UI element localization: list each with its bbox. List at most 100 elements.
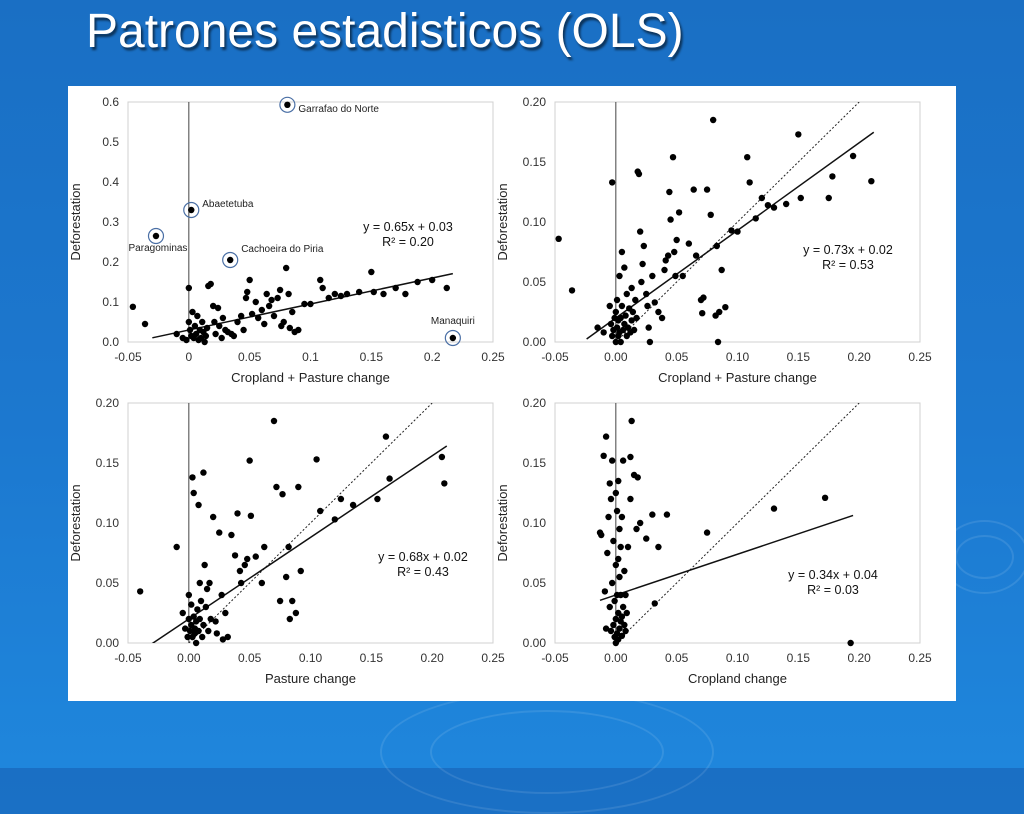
data-point — [201, 338, 208, 346]
data-point — [608, 332, 616, 340]
data-point — [618, 248, 626, 256]
data-point — [201, 561, 208, 569]
data-point — [270, 417, 278, 425]
data-point — [261, 543, 268, 551]
data-point — [640, 242, 648, 250]
data-point — [607, 320, 615, 328]
data-point — [608, 457, 616, 464]
data-point — [136, 588, 144, 595]
data-point — [633, 525, 640, 533]
data-point — [633, 314, 640, 322]
data-point — [129, 303, 137, 310]
data-point — [619, 603, 627, 611]
data-point — [651, 600, 658, 607]
data-point — [319, 284, 326, 292]
data-point — [216, 322, 223, 330]
data-point — [313, 456, 320, 463]
data-point — [611, 597, 618, 605]
y-tick-label: 0.15 — [523, 456, 547, 470]
data-point — [202, 603, 210, 611]
data-point — [214, 304, 222, 312]
data-point — [270, 312, 278, 320]
data-point — [276, 597, 284, 605]
data-point — [619, 457, 627, 464]
data-point — [635, 170, 643, 178]
data-point — [658, 314, 666, 322]
y-tick-label: 0.05 — [523, 275, 547, 289]
data-point — [643, 290, 650, 298]
data-point — [189, 474, 196, 481]
data-point — [627, 495, 634, 503]
data-point — [664, 252, 672, 259]
annotation-label: Abaetetuba — [202, 199, 254, 210]
data-point — [679, 272, 686, 280]
data-point — [392, 284, 399, 292]
data-point — [191, 322, 199, 330]
y-tick-label: 0.15 — [96, 456, 120, 470]
data-point — [227, 256, 234, 264]
data-point — [190, 489, 197, 497]
x-tick-label: 0.10 — [726, 651, 750, 665]
data-point — [184, 633, 191, 641]
data-point — [183, 336, 190, 344]
data-point — [651, 299, 658, 306]
annotation-ring — [279, 96, 296, 113]
data-point — [568, 287, 576, 294]
data-point — [295, 483, 302, 491]
figure-panel: -0.05 0 0.05 0.1 0.15 0.2 0.25 0.0 0.1 0.2 0.3 0.4 0… — [68, 86, 956, 701]
scatter-panel-4: -0.05 0.00 0.05 0.10 0.15 0.20 0.250.000.050.1… — [495, 396, 932, 686]
data-point — [617, 591, 624, 599]
y-tick-label: 0.1 — [102, 295, 119, 309]
data-point — [624, 324, 632, 331]
data-point — [628, 317, 635, 324]
data-point — [242, 294, 250, 302]
data-point — [200, 621, 207, 629]
data-point — [636, 519, 644, 527]
data-point — [282, 264, 290, 272]
data-point — [186, 326, 194, 334]
data-point — [764, 202, 772, 209]
data-point — [613, 630, 621, 637]
data-point — [849, 152, 857, 160]
x-axis-label: Cropland + Pasture change — [658, 370, 817, 385]
data-point — [821, 494, 829, 501]
data-point — [598, 531, 605, 539]
data-point — [240, 326, 247, 334]
data-point — [382, 433, 390, 440]
data-point — [276, 286, 284, 294]
x-tick-label: 0.2 — [424, 350, 441, 364]
data-point — [616, 573, 623, 581]
data-point — [185, 284, 193, 292]
data-point — [630, 326, 638, 334]
data-point — [649, 272, 656, 280]
data-point — [247, 512, 255, 519]
y-tick-label: 0.10 — [96, 516, 120, 530]
x-tick-label: 0.1 — [302, 350, 319, 364]
data-point — [628, 417, 635, 425]
data-point — [606, 603, 613, 611]
regression-equation: y = 0.73x + 0.02 — [803, 243, 893, 257]
data-point — [655, 543, 662, 551]
data-point — [722, 304, 729, 311]
data-point — [380, 290, 387, 298]
data-point — [623, 609, 630, 617]
data-point — [209, 513, 217, 521]
data-point — [607, 495, 615, 503]
data-point — [258, 579, 266, 587]
data-point — [244, 288, 251, 296]
data-point — [441, 480, 448, 487]
data-point — [185, 591, 193, 599]
data-point — [612, 338, 620, 346]
data-point — [594, 324, 601, 331]
data-point — [317, 276, 324, 284]
y-tick-label: 0.2 — [102, 255, 119, 269]
data-point — [618, 513, 626, 521]
data-point — [782, 200, 790, 208]
data-point — [216, 529, 223, 536]
data-point — [331, 290, 339, 298]
data-point — [234, 510, 241, 517]
data-point — [638, 278, 645, 286]
r-squared-label: R² = 0.53 — [822, 258, 874, 272]
x-tick-label: 0.20 — [420, 651, 444, 665]
data-point — [285, 543, 292, 551]
